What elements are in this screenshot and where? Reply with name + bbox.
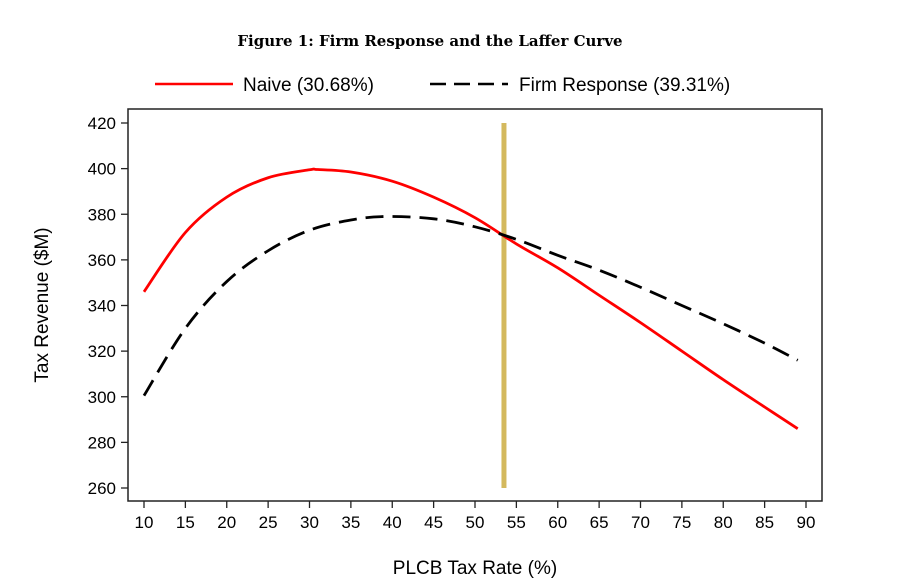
y-tick-label: 300 (88, 388, 116, 407)
y-axis-label: Tax Revenue ($M) (32, 227, 53, 382)
x-tick-label: 80 (714, 513, 733, 532)
y-tick-label: 380 (88, 205, 116, 224)
x-tick-label: 75 (672, 513, 691, 532)
x-tick-label: 10 (135, 513, 154, 532)
x-tick-label: 85 (755, 513, 774, 532)
x-tick-label: 70 (631, 513, 650, 532)
x-tick-label: 90 (797, 513, 816, 532)
y-tick-label: 280 (88, 433, 116, 452)
series-line-firm-response (142, 215, 799, 397)
x-tick-label: 20 (217, 513, 236, 532)
y-tick-label: 400 (88, 160, 116, 179)
legend-label-firm: Firm Response (39.31%) (519, 75, 730, 96)
legend: Naive (30.68%) Firm Response (39.31%) (155, 75, 730, 96)
y-tick-label: 340 (88, 297, 116, 316)
x-tick-label: 35 (341, 513, 360, 532)
y-tick-label: 320 (88, 342, 116, 361)
y-tick-label: 260 (88, 479, 116, 498)
y-tick-label: 420 (88, 114, 116, 133)
chart-title: Figure 1: Firm Response and the Laffer C… (237, 32, 622, 50)
x-tick-label: 30 (300, 513, 319, 532)
x-tick-label: 55 (507, 513, 526, 532)
x-axis-label: PLCB Tax Rate (%) (393, 558, 557, 579)
x-tick-label: 15 (176, 513, 195, 532)
x-tick-label: 45 (424, 513, 443, 532)
x-tick-label: 40 (383, 513, 402, 532)
plot-frame (127, 108, 823, 502)
x-tick-label: 60 (548, 513, 567, 532)
x-tick-label: 25 (259, 513, 278, 532)
x-tick-label: 50 (466, 513, 485, 532)
series-line-naive (142, 167, 799, 430)
x-tick-label: 65 (590, 513, 609, 532)
y-tick-label: 360 (88, 251, 116, 270)
legend-label-naive: Naive (30.68%) (243, 75, 374, 96)
